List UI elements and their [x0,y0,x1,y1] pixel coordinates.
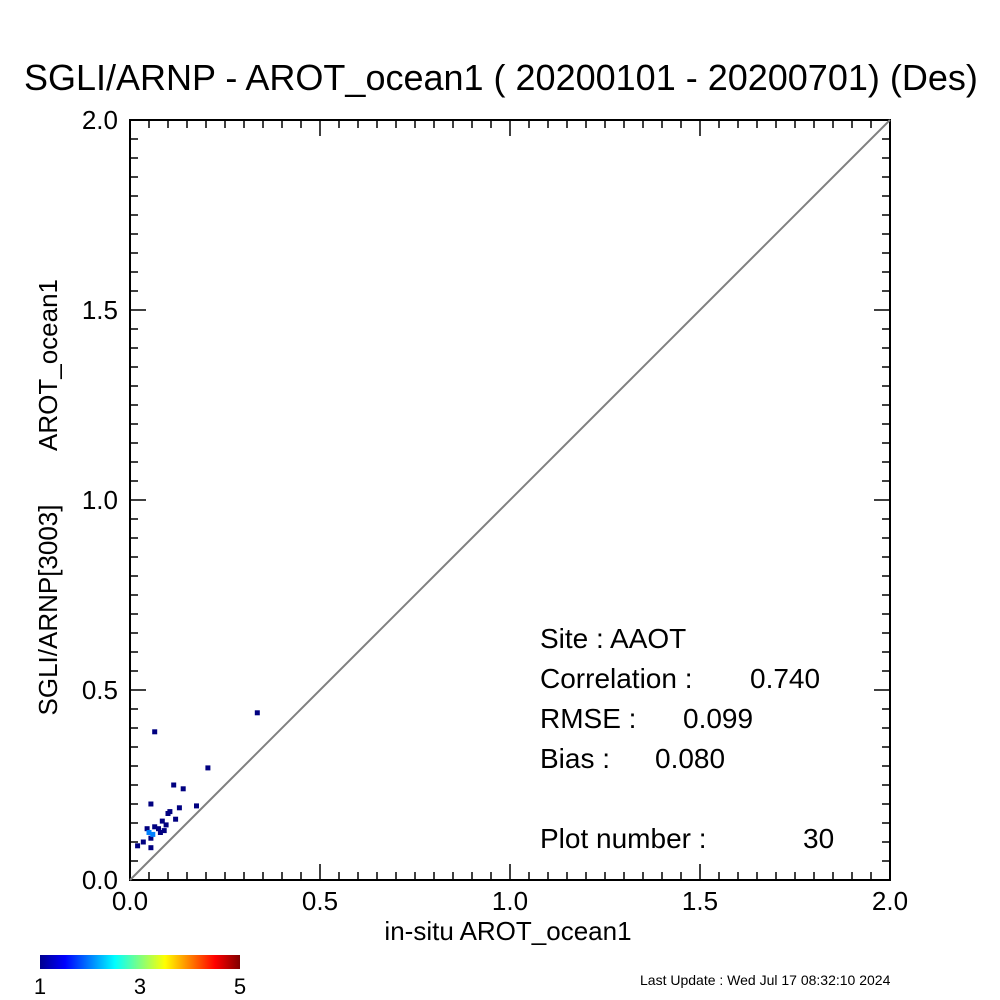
data-point [146,830,152,835]
y-tick-label: 1.0 [82,485,118,515]
x-tick-labels: 0.0 0.5 1.0 1.5 2.0 [112,886,908,916]
y-tick-label: 0.0 [82,865,118,895]
data-point [171,782,177,788]
data-point [167,809,173,815]
colorbar-tick-label: 3 [134,974,146,999]
data-point [148,801,154,807]
stats-rmse-value: 0.099 [683,703,753,734]
y-tick-label: 0.5 [82,675,118,705]
stats-site: Site : AAOT [540,623,686,654]
data-point [157,830,163,835]
stats-plot-number-label: Plot number : [540,823,707,854]
colorbar-tick-label: 5 [234,974,246,999]
axis-ticks [129,119,891,881]
colorbar [40,955,240,969]
data-points [135,710,260,851]
x-tick-label: 2.0 [872,886,908,916]
stats-bias-value: 0.080 [655,743,725,774]
stats-correlation-value: 0.740 [750,663,820,694]
one-to-one-line [129,119,891,881]
y-axis-label-line1: SGLI/ARNP[3003] [33,505,63,716]
data-point [148,835,154,841]
data-point [180,786,186,792]
data-point [173,816,179,822]
data-point [194,803,199,809]
data-point [205,765,211,771]
data-point [161,828,167,834]
stats-correlation-label: Correlation : [540,663,693,694]
data-point [254,710,260,716]
data-point [159,818,165,824]
colorbar-labels: 1 3 5 [34,974,246,999]
x-tick-label: 1.5 [682,886,718,916]
y-tick-labels: 0.0 0.5 1.0 1.5 2.0 [82,105,118,895]
data-point [144,826,150,832]
data-point [140,839,146,845]
x-tick-label: 0.0 [112,886,148,916]
data-point [163,822,169,828]
chart-title: SGLI/ARNP - AROT_ocean1 ( 20200101 - 202… [24,57,978,98]
colorbar-tick-label: 1 [34,974,46,999]
last-update-text: Last Update : Wed Jul 17 08:32:10 2024 [640,972,891,988]
stats-block: Site : AAOT Correlation : 0.740 RMSE : 0… [540,623,834,854]
y-axis-label-line2: AROT_ocean1 [33,279,63,451]
data-point [152,824,158,830]
data-point [150,831,156,837]
data-point [156,826,161,832]
data-point [135,843,141,849]
y-tick-label: 1.5 [82,295,118,325]
data-point [176,805,182,811]
data-point [152,729,158,735]
y-tick-label: 2.0 [82,105,118,135]
stats-bias-label: Bias : [540,743,610,774]
data-point [148,845,154,851]
x-axis-label: in-situ AROT_ocean1 [384,916,631,946]
stats-rmse-label: RMSE : [540,703,636,734]
x-tick-label: 0.5 [302,886,338,916]
x-tick-label: 1.0 [492,886,528,916]
stats-plot-number-value: 30 [803,823,834,854]
